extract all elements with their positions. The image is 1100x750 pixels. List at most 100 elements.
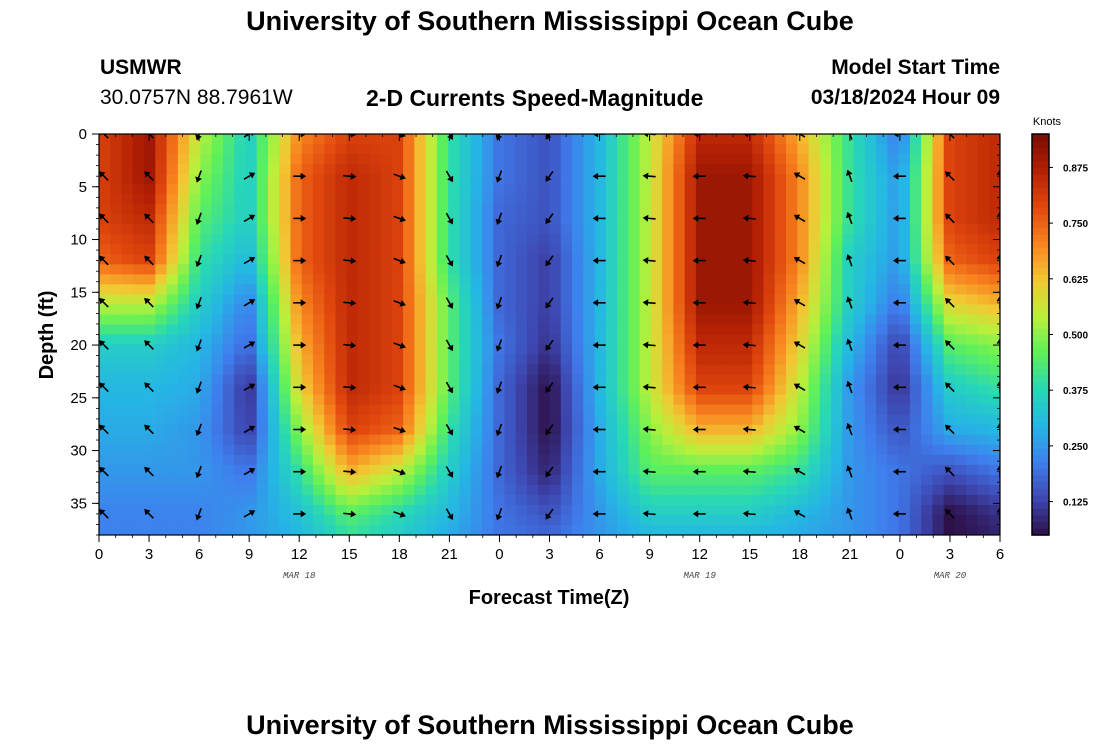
heat-cell xyxy=(177,154,190,165)
heat-cell xyxy=(932,194,945,205)
heat-cell xyxy=(887,144,900,155)
arrow-head xyxy=(399,215,406,223)
heat-cell xyxy=(267,434,280,446)
heat-cell xyxy=(290,314,303,326)
heat-cell xyxy=(740,454,753,466)
heat-cell xyxy=(436,434,449,446)
heat-cell xyxy=(718,264,731,275)
heat-cell xyxy=(684,134,697,145)
heat-cell xyxy=(954,294,967,306)
heat-cell xyxy=(470,414,483,426)
current-arrow xyxy=(99,171,109,182)
heat-cell xyxy=(132,514,145,526)
heat-cell xyxy=(504,454,517,466)
heat-cell xyxy=(752,204,765,215)
heat-cell xyxy=(988,264,1000,275)
heat-cell xyxy=(358,394,370,406)
heat-cell xyxy=(166,134,179,145)
heat-cell xyxy=(808,144,821,155)
heat-cell xyxy=(358,484,370,496)
heat-cell xyxy=(876,484,888,496)
heat-cell xyxy=(515,284,528,296)
heat-cell xyxy=(222,194,235,205)
heat-cell xyxy=(639,204,652,215)
heat-cell xyxy=(155,364,168,376)
heat-cell xyxy=(819,284,832,296)
arrow-shaft xyxy=(646,470,656,474)
heat-cell xyxy=(909,284,922,296)
heat-cell xyxy=(842,264,855,275)
current-arrow xyxy=(793,256,806,265)
heat-cell xyxy=(414,304,427,316)
heat-cell xyxy=(200,314,213,326)
heat-cell xyxy=(853,234,866,245)
heat-cell xyxy=(707,184,720,195)
heat-cell xyxy=(808,334,821,346)
heat-cell xyxy=(425,244,438,255)
heat-cell xyxy=(324,454,337,466)
colorbar-segment xyxy=(1032,307,1049,316)
heat-cell xyxy=(369,514,382,526)
heat-cell xyxy=(695,364,708,376)
heat-cell xyxy=(470,494,483,506)
arrow-head xyxy=(495,176,503,183)
heat-cell xyxy=(132,424,145,436)
heat-cell xyxy=(335,404,348,416)
heat-cell xyxy=(222,244,235,255)
heat-cell xyxy=(831,334,843,346)
heat-cell xyxy=(617,384,629,396)
heat-cell xyxy=(808,494,821,506)
heat-cell xyxy=(391,314,404,326)
heat-cell xyxy=(177,454,190,466)
heat-cell xyxy=(786,494,798,506)
heat-cell xyxy=(144,184,156,195)
heat-cell xyxy=(189,174,201,185)
heat-cell xyxy=(504,474,517,486)
heat-cell xyxy=(538,344,551,356)
heat-cell xyxy=(988,464,1000,476)
heat-cell xyxy=(932,384,945,396)
heat-cell xyxy=(617,514,629,526)
current-arrow xyxy=(445,381,454,394)
heat-cell xyxy=(358,244,370,255)
heat-cell xyxy=(887,464,900,476)
heat-cell xyxy=(763,304,776,316)
arrow-head xyxy=(350,383,357,391)
heat-cell xyxy=(786,354,798,366)
heat-cell xyxy=(380,154,393,165)
heat-cell xyxy=(605,314,618,326)
heat-cell xyxy=(718,344,731,356)
heat-cell xyxy=(774,144,787,155)
heat-cell xyxy=(707,264,720,275)
heat-cell xyxy=(414,144,427,155)
heat-cell xyxy=(864,184,877,195)
heat-cell xyxy=(740,354,753,366)
arrow-head xyxy=(592,426,599,433)
heat-cell xyxy=(797,184,810,195)
heat-cell xyxy=(560,284,573,296)
heat-cell xyxy=(99,524,111,535)
page-title: University of Southern Mississippi Ocean… xyxy=(246,6,854,36)
heat-cell xyxy=(245,354,258,366)
arrow-head xyxy=(99,340,106,347)
heat-cell xyxy=(921,494,934,506)
heat-cell xyxy=(819,414,832,426)
heat-cell xyxy=(921,244,934,255)
heat-cell xyxy=(774,214,787,225)
heat-cell xyxy=(189,374,201,386)
arrow-head xyxy=(892,299,899,307)
heat-cell xyxy=(515,464,528,476)
heat-cell xyxy=(358,364,370,376)
heat-cell xyxy=(110,224,123,235)
arrow-head xyxy=(944,424,952,431)
heat-cell xyxy=(921,264,934,275)
heat-cell xyxy=(572,344,584,356)
heat-cell xyxy=(729,174,742,185)
heat-cell xyxy=(436,144,449,155)
heat-cell xyxy=(898,284,911,296)
heat-cell xyxy=(132,334,145,346)
heat-cell xyxy=(864,334,877,346)
heat-cell xyxy=(684,404,697,416)
heat-cell xyxy=(988,454,1000,466)
heat-cell xyxy=(301,204,314,215)
